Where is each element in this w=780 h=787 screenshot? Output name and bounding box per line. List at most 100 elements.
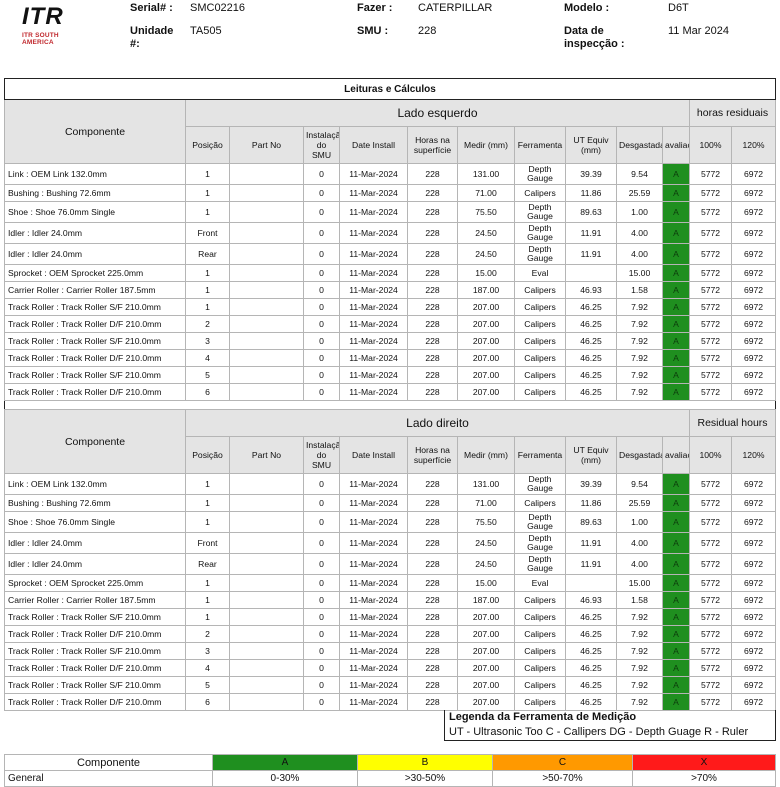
part-no xyxy=(229,315,304,333)
component-name: Idler : Idler 24.0mm xyxy=(4,222,186,244)
grade-badge: A xyxy=(662,642,690,660)
date-install: 11-Mar-2024 xyxy=(339,494,408,512)
component-name: Track Roller : Track Roller D/F 210.0mm xyxy=(4,693,186,711)
surface-hours: 228 xyxy=(407,494,458,512)
table-row: Track Roller : Track Roller S/F 210.0mm 1… xyxy=(4,608,777,626)
column-header-instalacao: Instalação do SMU xyxy=(303,126,340,164)
wear-percent: 1.58 xyxy=(616,281,663,299)
residual-100: 5772 xyxy=(689,511,732,533)
column-header-posicao: Posição xyxy=(185,126,230,164)
wear-percent: 7.92 xyxy=(616,676,663,694)
residual-120: 6972 xyxy=(730,693,777,711)
column-header-avaliacao: avaliação xyxy=(662,126,690,164)
surface-hours: 228 xyxy=(407,383,458,401)
residual-100: 5772 xyxy=(689,366,732,384)
grade-badge: A xyxy=(662,608,690,626)
tool: Calipers xyxy=(514,383,566,401)
wear-percent: 4.00 xyxy=(616,222,663,244)
surface-hours: 228 xyxy=(407,281,458,299)
tool: Calipers xyxy=(514,494,566,512)
logo-subtitle: ITR SOUTH AMERICA xyxy=(22,32,59,46)
itr-logo: ITR ITR SOUTH AMERICA xyxy=(22,4,92,47)
wear-percent: 7.92 xyxy=(616,642,663,660)
ut-equiv: 11.91 xyxy=(565,222,617,244)
component-name: Idler : Idler 24.0mm xyxy=(4,553,186,575)
tool: Calipers xyxy=(514,676,566,694)
column-header-instalacao: Instalação do SMU xyxy=(303,436,340,474)
date-install: 11-Mar-2024 xyxy=(339,383,408,401)
tool: Depth Gauge xyxy=(514,473,566,495)
measurement: 207.00 xyxy=(457,315,515,333)
ut-equiv: 39.39 xyxy=(565,163,617,185)
residual-100: 5772 xyxy=(689,315,732,333)
part-no xyxy=(229,383,304,401)
ut-equiv: 11.86 xyxy=(565,184,617,202)
residual-120: 6972 xyxy=(730,184,777,202)
unit-value: TA505 xyxy=(190,25,222,37)
date-value: 11 Mar 2024 xyxy=(668,25,729,37)
residual-120: 6972 xyxy=(730,511,777,533)
position: 4 xyxy=(185,349,230,367)
surface-hours: 228 xyxy=(407,332,458,350)
wear-percent: 7.92 xyxy=(616,349,663,367)
surface-hours: 228 xyxy=(407,349,458,367)
date-install: 11-Mar-2024 xyxy=(339,473,408,495)
table-row: Carrier Roller : Carrier Roller 187.5mm 1… xyxy=(4,281,777,299)
ut-equiv: 11.91 xyxy=(565,532,617,554)
install-smu: 0 xyxy=(303,184,340,202)
table-row: Sprocket : OEM Sprocket 225.0mm 1 0 11-Mar-… xyxy=(4,264,777,282)
date-install: 11-Mar-2024 xyxy=(339,659,408,677)
column-header-part-no: Part No xyxy=(229,436,304,474)
tool: Calipers xyxy=(514,366,566,384)
grade-badge: A xyxy=(662,315,690,333)
part-no xyxy=(229,608,304,626)
install-smu: 0 xyxy=(303,366,340,384)
readings-table: Leituras e Cálculos Componente Lado esque… xyxy=(3,78,777,711)
part-no xyxy=(229,332,304,350)
position: Rear xyxy=(185,243,230,265)
component-name: Track Roller : Track Roller S/F 210.0mm xyxy=(4,332,186,350)
position: 1 xyxy=(185,574,230,592)
part-no xyxy=(229,659,304,677)
part-no xyxy=(229,222,304,244)
ut-equiv: 11.91 xyxy=(565,553,617,575)
grade-badge: A xyxy=(662,184,690,202)
residual-100: 5772 xyxy=(689,332,732,350)
table-row: Track Roller : Track Roller D/F 210.0mm 6… xyxy=(4,383,777,401)
table-row: Link : OEM Link 132.0mm 1 0 11-Mar-2024 228 1… xyxy=(4,473,777,495)
grade-badge: A xyxy=(662,264,690,282)
measurement: 207.00 xyxy=(457,366,515,384)
measurement: 207.00 xyxy=(457,383,515,401)
table-row: Track Roller : Track Roller S/F 210.0mm 1… xyxy=(4,298,777,316)
residual-100: 5772 xyxy=(689,553,732,575)
column-header-ferramenta: Ferramenta xyxy=(514,436,566,474)
wear-percent: 7.92 xyxy=(616,625,663,643)
residual-120: 6972 xyxy=(730,298,777,316)
tool: Calipers xyxy=(514,349,566,367)
tool: Depth Gauge xyxy=(514,532,566,554)
position: 1 xyxy=(185,264,230,282)
grade-badge: A xyxy=(662,201,690,223)
model-label: Modelo : xyxy=(564,2,610,14)
wear-percent: 7.92 xyxy=(616,332,663,350)
tool: Calipers xyxy=(514,591,566,609)
ut-equiv: 89.63 xyxy=(565,201,617,223)
table-row: Track Roller : Track Roller D/F 210.0mm 2… xyxy=(4,315,777,333)
column-header-ut-equiv: UT Equiv (mm) xyxy=(565,126,617,164)
date-label: Data de inspecção : xyxy=(564,25,625,50)
position: 1 xyxy=(185,608,230,626)
table-row: Track Roller : Track Roller D/F 210.0mm 6… xyxy=(4,693,777,711)
column-header-medir: Medir (mm) xyxy=(457,436,515,474)
component-name: Link : OEM Link 132.0mm xyxy=(4,163,186,185)
measurement: 15.00 xyxy=(457,264,515,282)
table-row: Track Roller : Track Roller S/F 210.0mm 5… xyxy=(4,366,777,384)
part-no xyxy=(229,298,304,316)
tool: Depth Gauge xyxy=(514,243,566,265)
component-name: Bushing : Bushing 72.6mm xyxy=(4,494,186,512)
component-name: Sprocket : OEM Sprocket 225.0mm xyxy=(4,264,186,282)
column-header-horas: Horas na superfície xyxy=(407,436,458,474)
install-smu: 0 xyxy=(303,222,340,244)
component-name: Track Roller : Track Roller D/F 210.0mm xyxy=(4,659,186,677)
surface-hours: 228 xyxy=(407,315,458,333)
measurement: 207.00 xyxy=(457,642,515,660)
